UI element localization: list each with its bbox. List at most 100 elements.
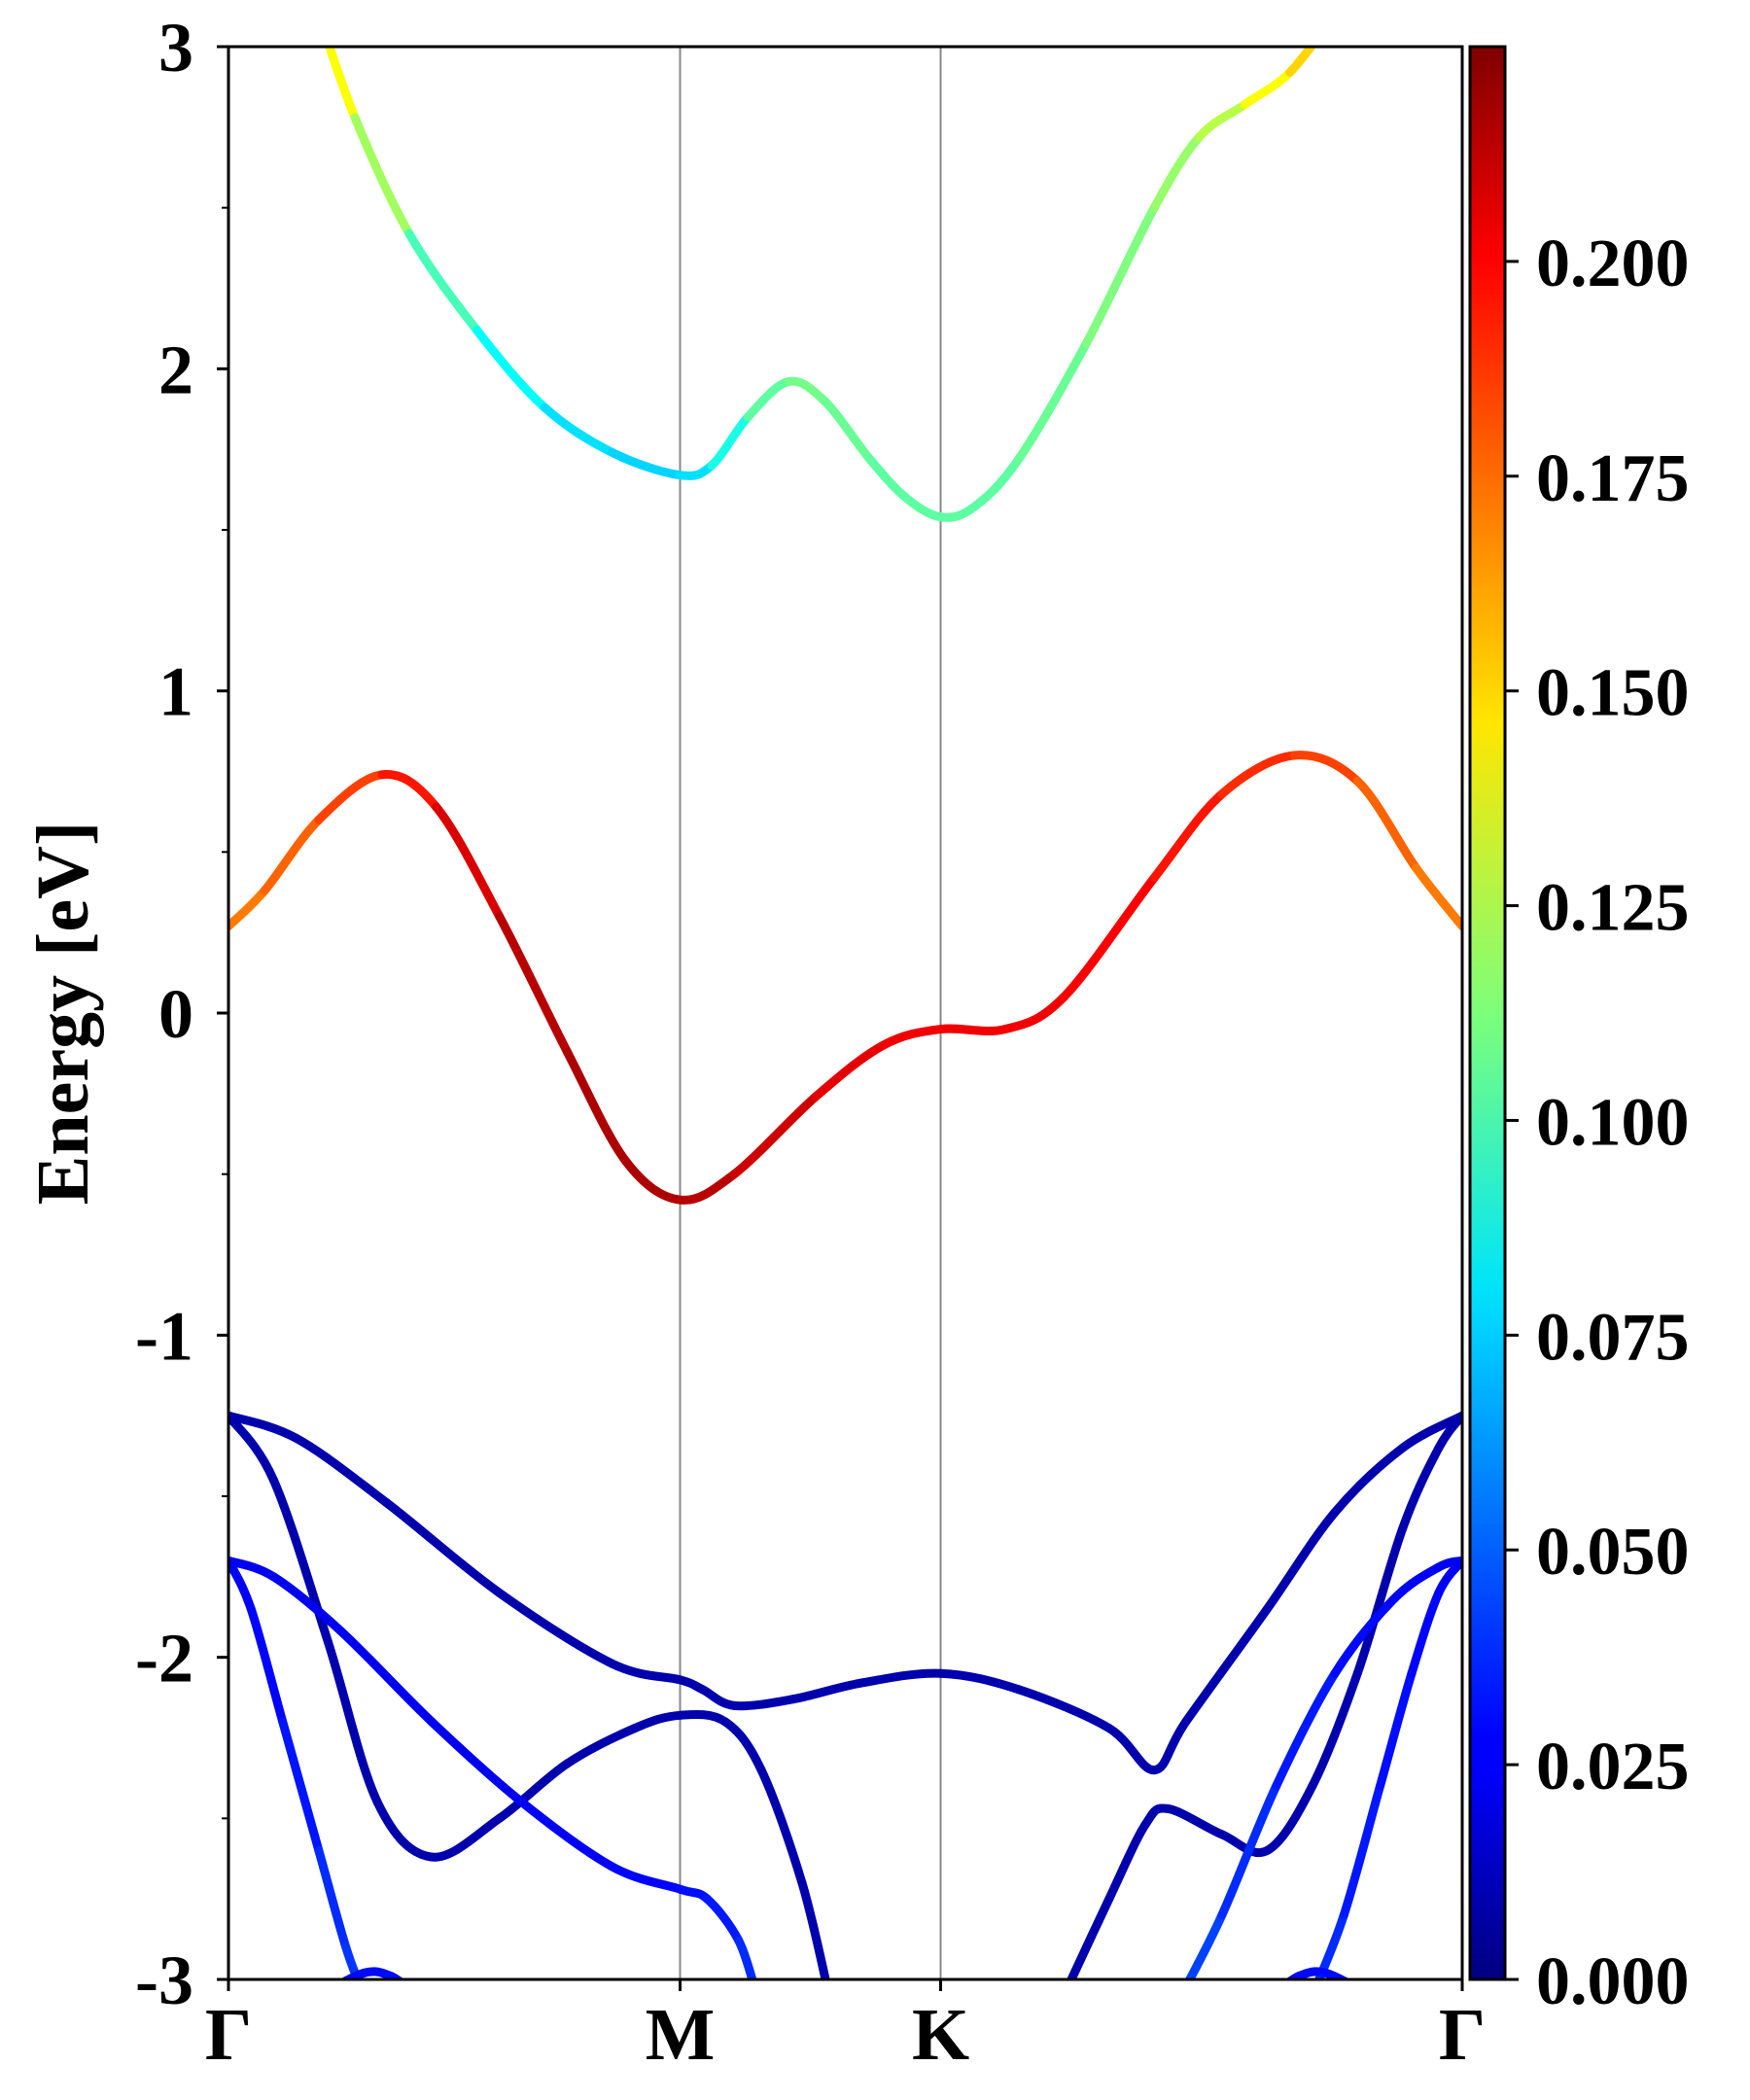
band-segment — [1082, 203, 1159, 348]
band-segment — [1000, 992, 1068, 1034]
band-segment — [1289, 751, 1362, 786]
band-segment — [1067, 1894, 1114, 1979]
band-segment — [675, 461, 717, 480]
band-segment — [901, 493, 946, 522]
band-segment — [820, 396, 875, 464]
y-tick-label: 2 — [158, 331, 193, 408]
band-segment — [1059, 873, 1159, 1001]
band-segment — [1014, 1685, 1114, 1733]
band-segment — [856, 1668, 946, 1688]
plot-area: 3 2 1 0 -1 -2 -3 Γ M K Γ Energy [eV] — [22, 9, 1486, 2076]
band-segment — [1339, 1781, 1384, 1920]
band-segment — [1388, 1562, 1444, 1604]
band-segment — [702, 1894, 744, 1945]
band-segment — [630, 1710, 684, 1733]
band-4 — [228, 1411, 830, 1979]
band-segment — [1321, 1968, 1351, 1979]
band-segment — [1195, 100, 1249, 142]
colorbar-gradient — [1468, 45, 1507, 1981]
band-9 — [1313, 1556, 1462, 1979]
band-segment — [621, 1156, 684, 1205]
band-segment — [377, 770, 441, 812]
band-segment — [1352, 1523, 1408, 1678]
band-segment — [1407, 1588, 1444, 1678]
band-segment — [1181, 1604, 1272, 1727]
band-segment — [1272, 1668, 1340, 1791]
band-segment — [372, 1798, 437, 1862]
band-segment — [675, 1170, 739, 1205]
y-tick-label: -2 — [135, 1620, 193, 1698]
band-segment — [1217, 751, 1299, 799]
colorbar-tick-label: 0.050 — [1536, 1515, 1690, 1590]
band-segment — [865, 454, 911, 503]
band-segment — [1308, 1668, 1362, 1791]
band-segment — [1352, 776, 1421, 873]
band-segment — [698, 1685, 739, 1710]
band-segment — [1104, 1724, 1159, 1775]
band-segment — [743, 377, 793, 422]
band-segment — [675, 1709, 730, 1727]
band-segment — [1285, 47, 1317, 78]
y-tick-label: 3 — [158, 9, 193, 87]
band-8 — [1184, 1556, 1462, 1979]
x-tick-label: M — [646, 1994, 716, 2076]
band-segment — [336, 1627, 437, 1727]
band-segment — [1149, 789, 1227, 883]
colorbar-tick-label: 0.175 — [1536, 441, 1690, 516]
band-segment — [404, 228, 481, 335]
band-segment — [1398, 1443, 1444, 1533]
band-segment — [784, 376, 829, 405]
band-segment — [338, 1968, 368, 1979]
band-segment — [608, 1659, 684, 1685]
colorbar-tick-label: 0.200 — [1536, 227, 1690, 301]
band-segment — [228, 1411, 278, 1485]
band-segment — [382, 1498, 505, 1597]
band-segment — [1149, 1717, 1191, 1775]
colorbar-tick-label: 0.075 — [1536, 1300, 1690, 1375]
y-axis-ticks: 3 2 1 0 -1 -2 -3 — [135, 9, 228, 2019]
band-segment — [386, 1972, 405, 1979]
band-3 — [228, 1411, 1462, 1775]
band-11 — [1284, 1967, 1351, 1979]
band-segment — [811, 1040, 889, 1102]
band-segment — [427, 1813, 505, 1862]
band-segment — [292, 1433, 392, 1508]
band-segment — [246, 1604, 288, 1727]
band-segment — [936, 1668, 1024, 1695]
y-tick-label: 1 — [158, 653, 193, 731]
bands — [228, 47, 1462, 1979]
x-tick-label: Γ — [205, 1994, 252, 2076]
band-segment — [1412, 863, 1462, 931]
band-segment — [608, 1862, 684, 1894]
band-segment — [1262, 1781, 1317, 1855]
band-segment — [1217, 1781, 1281, 1920]
band-segment — [472, 326, 549, 412]
band-segment — [797, 1878, 830, 1979]
band-segment — [1375, 1668, 1417, 1791]
band-segment — [729, 1092, 821, 1179]
band-segment — [325, 47, 360, 122]
band-segment — [720, 1717, 766, 1775]
band-segment — [495, 1759, 572, 1823]
y-tick-label: -3 — [135, 1942, 193, 2019]
band-segment — [936, 503, 978, 522]
colorbar: 0.000 0.025 0.050 0.075 0.100 0.125 0.150 0.175… — [1468, 45, 1690, 2019]
band-segment — [707, 412, 752, 471]
band-segment — [268, 1572, 346, 1636]
band-6 — [228, 1556, 757, 1979]
band-segment — [495, 1588, 617, 1668]
band-segment — [608, 447, 684, 480]
band-segment — [323, 1636, 382, 1807]
y-tick-label: 0 — [158, 975, 193, 1053]
band-segment — [427, 1717, 527, 1807]
y-axis-label: Energy [eV] — [22, 822, 104, 1206]
band-segment — [1014, 338, 1092, 464]
band-segment — [1240, 68, 1295, 110]
band-segment — [495, 912, 572, 1057]
x-tick-label: K — [912, 1994, 969, 2076]
band-segment — [432, 802, 505, 922]
band-segment — [260, 815, 324, 895]
band-segment — [734, 1936, 757, 1979]
